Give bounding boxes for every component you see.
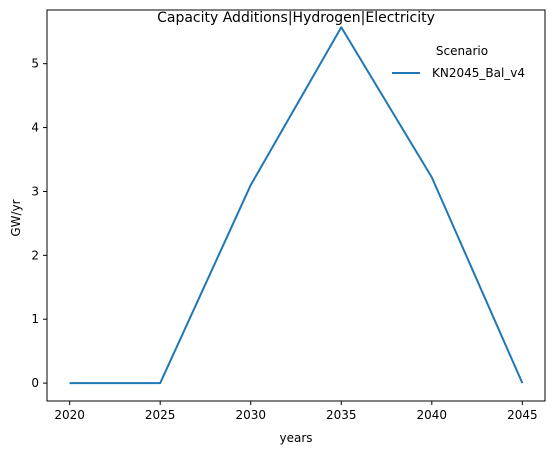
x-tick-label: 2020 <box>54 408 85 422</box>
y-tick-label: 2 <box>31 248 39 262</box>
x-tick-label: 2025 <box>145 408 176 422</box>
x-tick-label: 2045 <box>507 408 538 422</box>
y-tick-label: 4 <box>31 121 39 135</box>
y-tick-label: 3 <box>31 184 39 198</box>
x-axis-label: years <box>279 431 312 445</box>
y-axis-label: GW/yr <box>9 199 23 236</box>
series-lines <box>70 27 523 383</box>
chart-title: Capacity Additions|Hydrogen|Electricity <box>157 10 435 26</box>
series-line-kn2045-bal-v4 <box>70 27 523 383</box>
legend-label-kn2045-bal-v4: KN2045_Bal_v4 <box>432 66 525 80</box>
x-tick-label: 2035 <box>326 408 357 422</box>
x-tick-label: 2040 <box>417 408 448 422</box>
x-axis-ticks: 2020 2025 2030 2035 2040 2045 <box>54 401 537 422</box>
y-tick-label: 5 <box>31 57 39 71</box>
x-tick-label: 2030 <box>235 408 266 422</box>
y-tick-label: 1 <box>31 312 39 326</box>
y-axis-ticks: 0 1 2 3 4 5 <box>31 57 47 390</box>
y-tick-label: 0 <box>31 376 39 390</box>
legend-title: Scenario <box>436 44 488 58</box>
legend: Scenario KN2045_Bal_v4 <box>392 44 525 80</box>
